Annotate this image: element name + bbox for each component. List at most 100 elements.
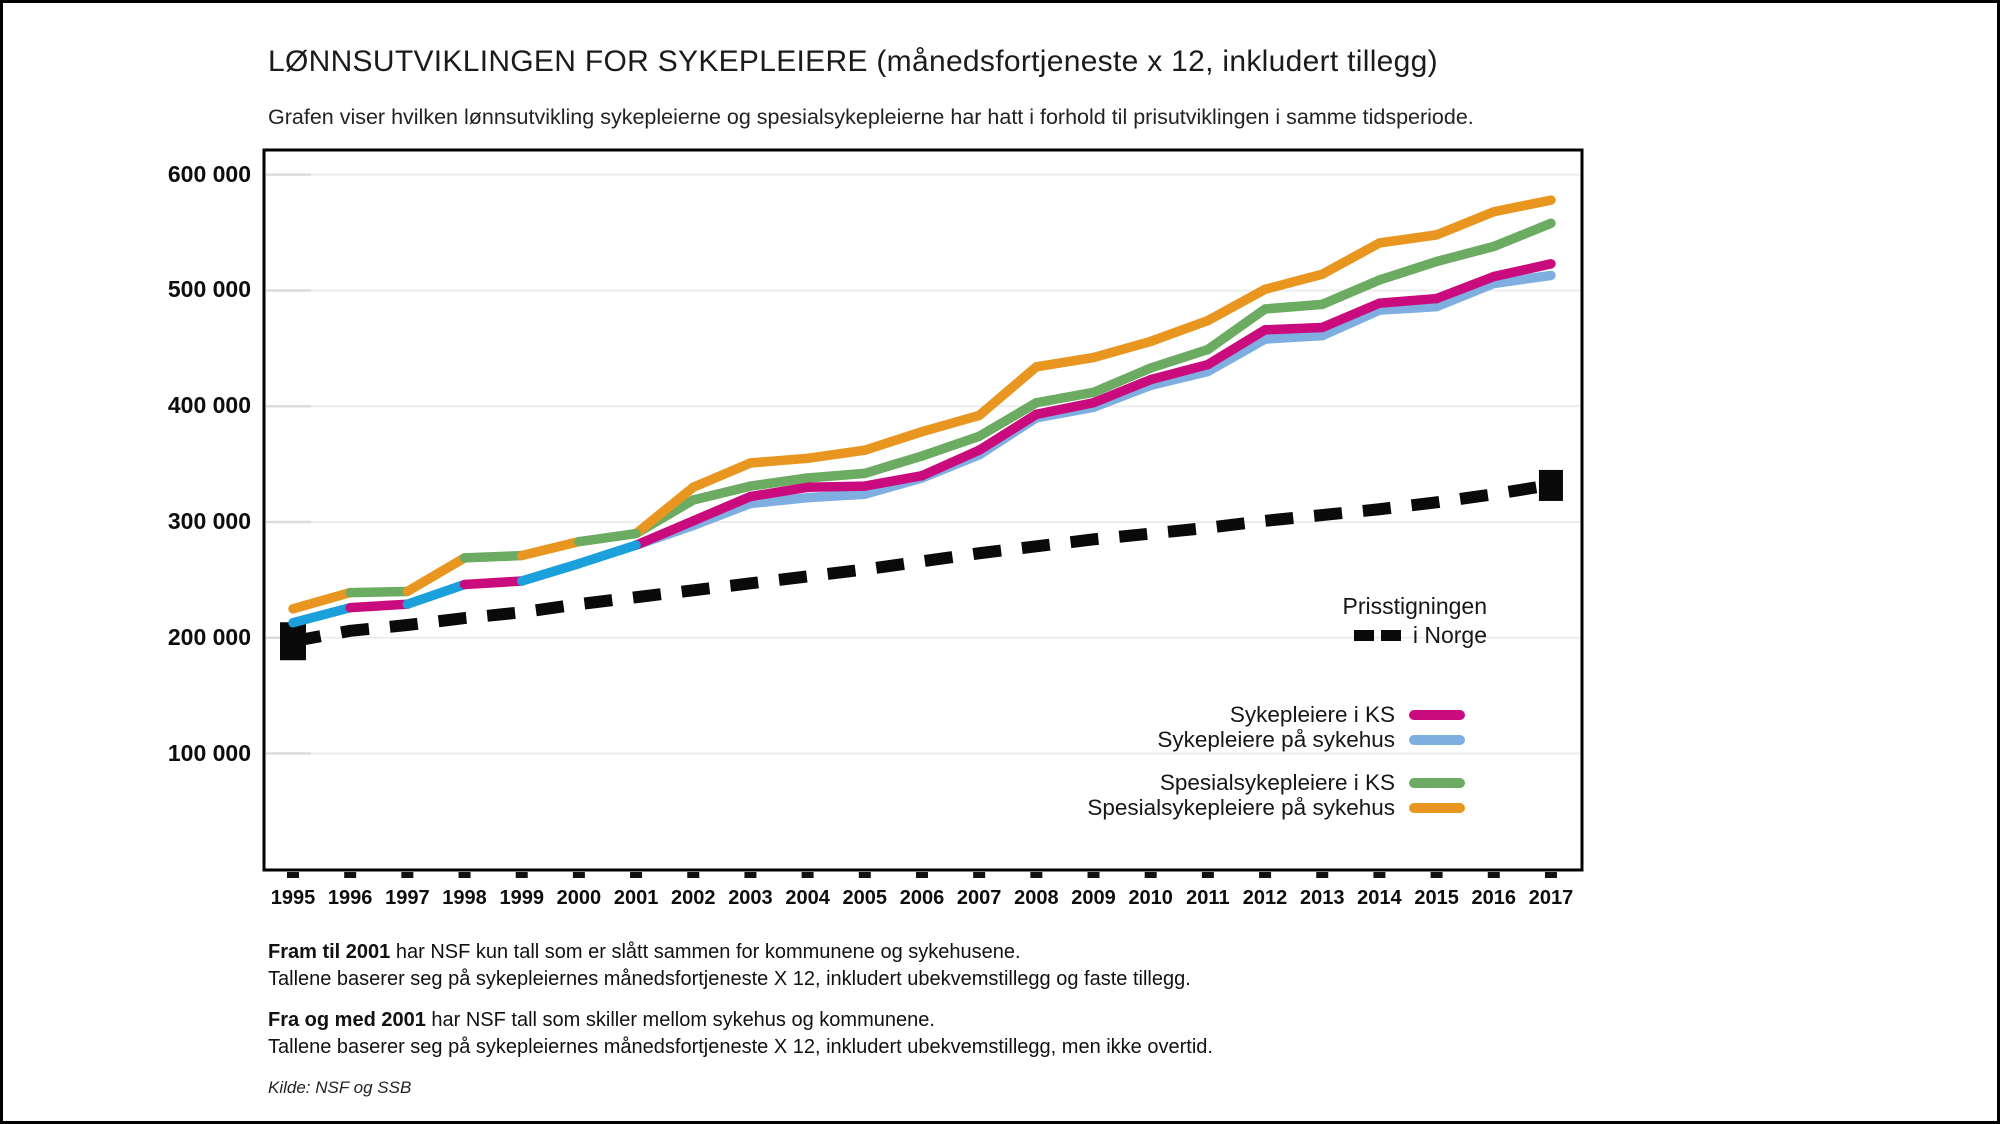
legend-label: Spesialsykepleiere på sykehus xyxy=(1087,794,1395,820)
salary-line-segment xyxy=(1145,344,1213,373)
x-axis-label: 2012 xyxy=(1242,887,1288,909)
salary-line-segment xyxy=(745,482,813,502)
salary-line-segment xyxy=(1260,269,1327,295)
salary-line-segment xyxy=(1431,278,1499,312)
x-tick xyxy=(572,872,585,878)
line-swatch-icon xyxy=(1409,734,1465,745)
salary-line-segment xyxy=(974,362,1042,421)
x-axis-label: 2002 xyxy=(671,887,716,909)
x-tick xyxy=(1544,872,1557,878)
salary-line-segment xyxy=(459,576,527,590)
salary-line-segment xyxy=(631,482,699,539)
x-tick xyxy=(744,872,757,878)
line-chart-canvas xyxy=(262,148,1584,878)
salary-line-segment xyxy=(802,489,870,503)
salary-line-segment xyxy=(745,492,813,509)
salary-line-segment xyxy=(917,431,984,461)
x-axis-label: 2008 xyxy=(1014,887,1059,909)
salary-line-segment xyxy=(1374,301,1442,315)
footnote-bold: Fra og med 2001 xyxy=(268,1009,426,1031)
legend-item-sykepleiere-sykehus: Sykepleiere på sykehus xyxy=(1003,727,1465,752)
salary-line-segment xyxy=(1489,195,1556,217)
salary-line-segment xyxy=(1260,322,1327,335)
legend-item-spesialsykepleiere-ks: Spesialsykepleiere i KS xyxy=(1003,770,1465,795)
line-swatch-icon xyxy=(1409,777,1465,788)
y-axis-label: 600 000 xyxy=(167,160,251,187)
salary-line-segment xyxy=(974,409,1042,455)
legend-item-sykepleiere-ks: Sykepleiere i KS xyxy=(1003,702,1465,727)
footnote-line: Tallene baserer seg på sykepleiernes mån… xyxy=(268,968,1191,990)
x-tick xyxy=(1373,872,1386,878)
salary-line-segment xyxy=(1031,387,1099,408)
footnote-text: har NSF tall som skiller mellom sykehus … xyxy=(425,1009,935,1031)
x-tick xyxy=(287,872,299,878)
salary-line-segment xyxy=(1260,330,1327,344)
salary-line-segment xyxy=(574,540,641,569)
source-note: Kilde: NSF og SSB xyxy=(268,1078,412,1097)
x-axis-label: 2001 xyxy=(613,887,659,909)
footnotes: Fram til 2001 har NSF kun tall som er sl… xyxy=(268,939,1213,1101)
salary-line-segment xyxy=(745,473,813,491)
legend-price-line2: i Norge xyxy=(1412,622,1487,648)
x-tick xyxy=(1259,872,1272,878)
x-axis-label: 2007 xyxy=(956,887,1002,909)
salary-line-segment xyxy=(345,586,413,598)
legend-price: Prisstigningen i Norge xyxy=(1167,592,1487,650)
salary-line-segment xyxy=(917,445,984,481)
x-axis-label: 2003 xyxy=(728,887,773,909)
footnote-text: har NSF kun tall som er slått sammen for… xyxy=(390,941,1021,963)
price-line-end-marker xyxy=(1538,469,1563,501)
salary-line-segment xyxy=(688,491,756,526)
legend-label: Sykepleiere i KS xyxy=(1229,701,1395,727)
x-tick xyxy=(1030,872,1043,878)
x-tick xyxy=(915,872,928,878)
line-swatch-icon xyxy=(1409,802,1465,813)
salary-line-segment xyxy=(1088,363,1156,398)
salary-line-segment xyxy=(1260,299,1327,314)
x-tick xyxy=(801,872,814,878)
legend-label: Spesialsykepleiere i KS xyxy=(1159,769,1395,795)
salary-line-segment xyxy=(1431,271,1499,304)
salary-line-segment xyxy=(1145,366,1213,391)
x-axis-label: 2014 xyxy=(1357,887,1402,909)
x-tick xyxy=(344,872,357,878)
x-tick xyxy=(973,872,986,878)
salary-line-segment xyxy=(288,587,355,614)
x-axis-label: 2011 xyxy=(1186,887,1230,909)
x-tick xyxy=(630,872,643,878)
x-axis-label: 2010 xyxy=(1128,887,1173,909)
salary-line-segment xyxy=(1489,259,1556,282)
legend-price-line1: Prisstigningen xyxy=(1342,593,1487,619)
salary-line-segment xyxy=(1489,270,1556,289)
x-axis-label: 2000 xyxy=(556,887,602,909)
y-axis-label: 200 000 xyxy=(167,623,251,650)
x-tick xyxy=(1144,872,1157,878)
x-axis-label: 2004 xyxy=(785,887,830,909)
salary-line-segment xyxy=(1031,352,1099,372)
salary-line-segment xyxy=(345,599,413,613)
salary-line-segment xyxy=(402,553,470,597)
x-tick xyxy=(401,872,414,878)
footnote-bold: Fram til 2001 xyxy=(268,941,391,963)
salary-line-segment xyxy=(574,528,641,547)
x-tick xyxy=(458,872,471,878)
salary-line-segment xyxy=(974,397,1042,442)
x-tick xyxy=(1087,872,1100,878)
dashed-line-swatch-icon xyxy=(1380,630,1401,641)
salary-line-segment xyxy=(1203,334,1270,377)
chart-title: LØNNSUTVIKLINGEN FOR SYKEPLEIERE (måneds… xyxy=(268,45,1438,78)
salary-line-segment xyxy=(1088,374,1156,408)
x-axis-label: 2015 xyxy=(1414,887,1459,909)
salary-line-segment xyxy=(1145,315,1213,347)
legend-item-spesialsykepleiere-sykehus: Spesialsykepleiere på sykehus xyxy=(1003,795,1465,820)
x-axis-label: 1998 xyxy=(442,887,487,909)
salary-line-segment xyxy=(1431,206,1499,240)
salary-line-segment xyxy=(631,516,699,550)
salary-line-segment xyxy=(1088,336,1156,363)
legend-label: Sykepleiere på sykehus xyxy=(1157,726,1395,752)
dashed-line-swatch-icon xyxy=(1353,630,1374,641)
salary-line-segment xyxy=(917,410,984,437)
line-swatch-icon xyxy=(1409,709,1465,720)
price-line-start-marker xyxy=(280,622,306,661)
x-tick xyxy=(1201,872,1214,878)
